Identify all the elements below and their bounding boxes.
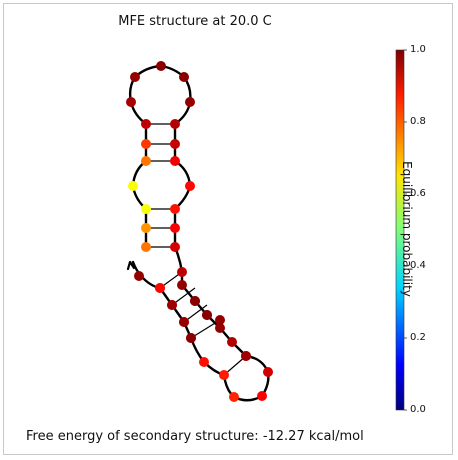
nucleotide-33 [128, 181, 138, 191]
nucleotide-20 [170, 204, 180, 214]
figure-title: MFE structure at 20.0 C [118, 14, 272, 29]
nucleotides [126, 61, 273, 402]
nucleotide-38 [167, 300, 177, 310]
free-energy-text: Free energy of secondary structure: -12.… [26, 429, 364, 444]
nucleotide-12 [227, 337, 237, 347]
nucleotide-26 [179, 72, 189, 82]
nucleotide-7 [219, 370, 229, 380]
nucleotide-32 [141, 156, 151, 166]
nucleotide-16 [177, 280, 187, 290]
nucleotide-31 [141, 139, 151, 149]
colorbar-label: Equilibrium probability [400, 161, 414, 297]
nucleotide-18 [170, 242, 180, 252]
colorbar [395, 49, 405, 411]
colorbar-tick-1: 1.0 [410, 44, 426, 55]
nucleotide-41 [202, 310, 212, 320]
figure-frame [3, 3, 453, 455]
nucleotide-21 [185, 181, 195, 191]
colorbar-tick-0: 0.0 [410, 404, 426, 415]
five-prime-arrow [126, 260, 136, 271]
nucleotide-42 [190, 296, 200, 306]
nucleotide-29 [126, 97, 136, 107]
colorbar-ticks [404, 49, 407, 411]
nucleotide-28 [130, 72, 140, 82]
nucleotide-39 [179, 317, 189, 327]
nucleotide-23 [170, 139, 180, 149]
nucleotide-30 [141, 119, 151, 129]
nucleotide-27 [156, 61, 166, 71]
nucleotide-34 [141, 204, 151, 214]
nucleotide-17 [177, 267, 187, 277]
nucleotide-9 [257, 391, 267, 401]
colorbar-tick-04: 0.4 [410, 260, 426, 271]
nucleotide-37 [155, 283, 165, 293]
nucleotide-19 [170, 223, 180, 233]
colorbar-tick-02: 0.2 [410, 332, 426, 343]
colorbar-tick-06: 0.6 [410, 188, 426, 199]
nucleotide-35 [141, 223, 151, 233]
nucleotide-10 [263, 367, 273, 377]
rna-backbone [128, 64, 270, 402]
nucleotide-1 [134, 271, 144, 281]
nucleotide-36 [141, 242, 151, 252]
colorbar-tick-08: 0.8 [410, 116, 426, 127]
nucleotide-6 [199, 357, 209, 367]
nucleotide-22 [170, 156, 180, 166]
nucleotide-13 [215, 323, 225, 333]
nucleotide-44 [241, 351, 251, 361]
nucleotide-43 [215, 315, 225, 325]
nucleotide-40 [186, 333, 196, 343]
nucleotide-25 [185, 97, 195, 107]
nucleotide-8 [229, 392, 239, 402]
nucleotide-24 [170, 119, 180, 129]
